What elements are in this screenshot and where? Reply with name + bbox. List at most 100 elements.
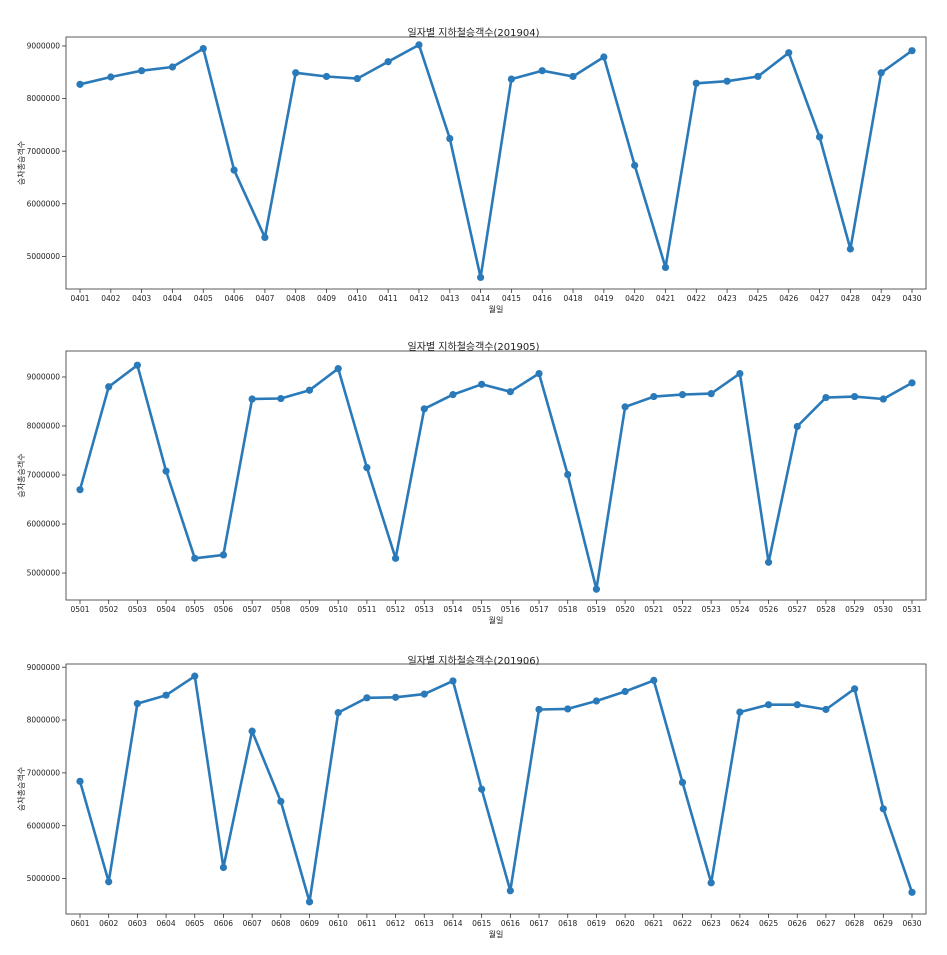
data-point [248,727,256,735]
data-point [415,41,423,49]
x-tick-label: 0530 [874,605,893,614]
x-tick-label: 0520 [616,605,635,614]
x-tick-label: 0524 [730,605,749,614]
series-line [78,363,913,591]
data-point [133,361,141,369]
data-point [822,705,830,714]
x-tick-label: 0506 [214,605,233,614]
x-tick-label: 0408 [286,294,305,303]
data-point [334,365,342,373]
x-tick-label: 0508 [271,605,290,614]
data-point [707,879,715,887]
data-point [785,49,793,57]
x-tick-label: 0427 [810,294,829,303]
data-point [334,709,342,717]
data-point [261,233,269,242]
data-point [322,72,331,81]
chart-title: 일자별 지하철승객수(201906) [407,656,540,667]
y-tick-label: 8000000 [27,422,61,431]
data-point [476,273,485,282]
x-tick-label: 0404 [163,294,182,303]
data-point [650,392,658,401]
data-point [764,701,773,709]
y-tick-label: 7000000 [27,768,61,777]
x-tick-label: 0625 [759,919,778,928]
data-point [621,687,629,696]
x-tick-label: 0518 [558,605,577,614]
data-point [391,554,400,562]
data-point [199,44,207,53]
x-tick-label: 0621 [644,919,663,928]
data-point [133,700,141,708]
y-axis-label: 승차총승객수 [16,767,26,811]
data-point [535,705,543,714]
data-point [564,705,572,713]
x-tick-label: 0601 [70,919,89,928]
x-tick-label: 0403 [132,294,151,303]
x-tick-label: 0425 [748,294,767,303]
x-tick-label: 0613 [415,919,434,928]
data-point [707,390,715,398]
data-point [569,72,577,81]
data-point [420,405,428,413]
x-tick-label: 0529 [845,605,864,614]
x-tick-label: 0610 [329,919,348,928]
chart-panel-april: 일자별 지하철승객수(201904) [0,0,947,318]
data-point [822,393,830,402]
x-tick-label: 0516 [501,605,520,614]
data-point [592,697,601,705]
x-tick-label: 0523 [702,605,721,614]
x-tick-label: 0426 [779,294,798,303]
x-tick-label: 0414 [471,294,490,303]
y-axis-label: 승차총승객수 [16,141,26,185]
y-tick-label: 8000000 [27,94,61,103]
y-axis-label: 승차총승객수 [16,453,26,497]
x-tick-label: 0415 [502,294,521,303]
x-tick-label: 0521 [644,605,663,614]
y-tick-label: 6000000 [27,821,61,830]
data-point [105,383,113,391]
plot-frame [65,663,927,915]
data-point [678,778,687,786]
data-point [661,263,670,272]
data-point [650,676,658,684]
x-tick-label: 0615 [472,919,491,928]
x-tick-label: 0421 [656,294,675,303]
x-tick-label: 0602 [99,919,118,928]
x-tick-label: 0412 [409,294,428,303]
data-point [736,708,744,716]
y-tick-label: 7000000 [27,147,61,156]
y-tick-label: 6000000 [27,199,61,208]
x-tick-label: 0630 [902,919,921,928]
data-point [353,74,361,83]
x-tick-label: 0619 [587,919,606,928]
x-tick-label: 0402 [101,294,120,303]
y-tick-label: 9000000 [27,663,61,672]
data-point [76,486,84,494]
x-tick-label: 0517 [529,605,548,614]
data-point [764,558,773,566]
data-point [219,863,228,872]
data-point [506,887,514,895]
x-tick-label: 0509 [300,605,319,614]
x-tick-label: 0609 [300,919,319,928]
data-point [631,161,639,169]
data-point [846,245,854,253]
x-tick-label: 0606 [214,919,233,928]
data-point [478,380,486,388]
data-point [363,464,371,472]
x-tick-label: 0511 [357,605,376,614]
x-tick-label: 0612 [386,919,405,928]
x-tick-label: 0618 [558,919,577,928]
series-line [78,674,914,904]
data-point [507,75,516,83]
chart-title: 일자별 지하철승객수(201904) [407,28,540,39]
x-tick-label: 0505 [185,605,204,614]
data-point [815,133,824,141]
y-tick-label: 7000000 [27,471,61,480]
data-point [621,403,629,411]
plot-frame [65,36,927,290]
data-point [138,67,146,75]
